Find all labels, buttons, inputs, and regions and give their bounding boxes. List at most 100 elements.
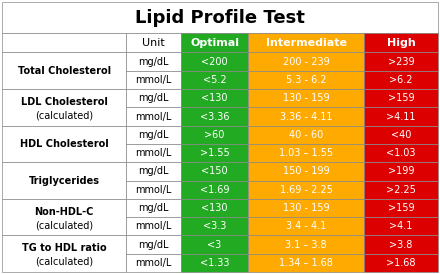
- Text: >60: >60: [204, 130, 225, 140]
- Text: mg/dL: mg/dL: [138, 130, 169, 140]
- Bar: [181, 33, 248, 53]
- Text: High: High: [387, 38, 415, 48]
- Text: mmol/L: mmol/L: [136, 221, 172, 231]
- Bar: [126, 144, 181, 162]
- Text: Unit: Unit: [142, 38, 165, 48]
- Bar: [181, 217, 248, 235]
- Bar: [364, 53, 438, 71]
- Text: mmol/L: mmol/L: [136, 148, 172, 158]
- Text: >4.11: >4.11: [386, 112, 416, 121]
- Text: Non-HDL-C: Non-HDL-C: [34, 207, 94, 217]
- Bar: [126, 126, 181, 144]
- Text: mmol/L: mmol/L: [136, 112, 172, 121]
- Bar: [364, 162, 438, 181]
- Bar: [364, 181, 438, 199]
- Bar: [248, 254, 364, 272]
- Text: >199: >199: [388, 166, 414, 176]
- Text: <130: <130: [201, 203, 228, 213]
- Text: <3: <3: [207, 239, 222, 250]
- Text: 1.34 – 1.68: 1.34 – 1.68: [279, 258, 333, 268]
- Bar: [2, 89, 126, 126]
- Bar: [2, 33, 126, 53]
- Bar: [126, 33, 181, 53]
- Text: mmol/L: mmol/L: [136, 75, 172, 85]
- Bar: [248, 144, 364, 162]
- Text: <40: <40: [391, 130, 411, 140]
- Text: (calculated): (calculated): [35, 220, 93, 230]
- Text: mg/dL: mg/dL: [138, 57, 169, 67]
- Bar: [126, 89, 181, 107]
- Text: <1.03: <1.03: [386, 148, 416, 158]
- Text: 3.1 – 3.8: 3.1 – 3.8: [285, 239, 327, 250]
- Text: LDL Cholesterol: LDL Cholesterol: [21, 97, 107, 107]
- Bar: [126, 53, 181, 71]
- Text: 200 - 239: 200 - 239: [283, 57, 330, 67]
- Bar: [181, 181, 248, 199]
- Text: 5.3 - 6.2: 5.3 - 6.2: [286, 75, 326, 85]
- Bar: [248, 71, 364, 89]
- Text: >239: >239: [388, 57, 414, 67]
- Text: >159: >159: [388, 203, 414, 213]
- Text: 3.4 - 4.1: 3.4 - 4.1: [286, 221, 326, 231]
- Text: <1.33: <1.33: [200, 258, 229, 268]
- Bar: [248, 53, 364, 71]
- Bar: [181, 107, 248, 126]
- Text: 130 - 159: 130 - 159: [283, 203, 330, 213]
- Bar: [2, 162, 126, 199]
- Bar: [364, 89, 438, 107]
- Bar: [126, 254, 181, 272]
- Bar: [364, 235, 438, 254]
- Text: mg/dL: mg/dL: [138, 166, 169, 176]
- Bar: [364, 144, 438, 162]
- Bar: [248, 33, 364, 53]
- Bar: [126, 181, 181, 199]
- Bar: [248, 126, 364, 144]
- Bar: [181, 71, 248, 89]
- Text: Total Cholesterol: Total Cholesterol: [18, 66, 111, 76]
- Bar: [364, 254, 438, 272]
- Text: mg/dL: mg/dL: [138, 239, 169, 250]
- Text: >4.1: >4.1: [389, 221, 413, 231]
- Text: >1.55: >1.55: [200, 148, 229, 158]
- Bar: [364, 217, 438, 235]
- Bar: [248, 162, 364, 181]
- Text: >3.8: >3.8: [389, 239, 413, 250]
- Bar: [181, 89, 248, 107]
- Text: <1.69: <1.69: [200, 185, 229, 195]
- Bar: [2, 2, 438, 33]
- Bar: [126, 199, 181, 217]
- Bar: [126, 217, 181, 235]
- Text: <200: <200: [201, 57, 228, 67]
- Text: HDL Cholesterol: HDL Cholesterol: [20, 139, 109, 149]
- Text: >1.68: >1.68: [386, 258, 416, 268]
- Text: 1.69 - 2.25: 1.69 - 2.25: [280, 185, 333, 195]
- Text: Lipid Profile Test: Lipid Profile Test: [135, 8, 305, 27]
- Bar: [364, 33, 438, 53]
- Bar: [248, 199, 364, 217]
- Bar: [364, 71, 438, 89]
- Text: mg/dL: mg/dL: [138, 93, 169, 103]
- Text: mg/dL: mg/dL: [138, 203, 169, 213]
- Text: mmol/L: mmol/L: [136, 185, 172, 195]
- Bar: [181, 126, 248, 144]
- Text: Optimal: Optimal: [190, 38, 239, 48]
- Text: >6.2: >6.2: [389, 75, 413, 85]
- Text: >2.25: >2.25: [386, 185, 416, 195]
- Bar: [181, 254, 248, 272]
- Text: <3.36: <3.36: [200, 112, 229, 121]
- Text: (calculated): (calculated): [35, 110, 93, 120]
- Bar: [248, 235, 364, 254]
- Bar: [126, 162, 181, 181]
- Text: TG to HDL ratio: TG to HDL ratio: [22, 243, 106, 253]
- Bar: [181, 144, 248, 162]
- Text: <150: <150: [201, 166, 228, 176]
- Bar: [248, 217, 364, 235]
- Bar: [126, 71, 181, 89]
- Text: 40 - 60: 40 - 60: [289, 130, 323, 140]
- Text: <3.3: <3.3: [203, 221, 226, 231]
- Text: <130: <130: [201, 93, 228, 103]
- Bar: [181, 199, 248, 217]
- Bar: [2, 126, 126, 162]
- Bar: [248, 89, 364, 107]
- Bar: [248, 107, 364, 126]
